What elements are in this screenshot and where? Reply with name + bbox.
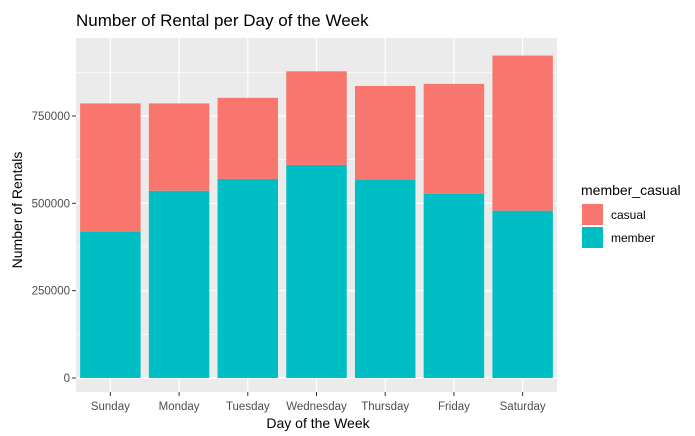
legend-key-member [582,227,603,248]
bar-member-monday [148,190,210,378]
bar-member-tuesday [217,178,279,378]
bar-casual-thursday [354,85,416,180]
y-tick-label: 0 [64,373,70,385]
legend-label-casual: casual [611,208,646,222]
x-axis: Sunday Monday Tuesday Wednesday Thursday Frid… [91,392,546,413]
y-tick-label: 500000 [32,198,70,210]
x-tick-label: Monday [159,401,200,413]
bar-member-wednesday [286,164,347,378]
x-tick-label: Sunday [91,401,130,413]
bar-member-friday [423,193,485,378]
bar-casual-wednesday [286,71,347,165]
legend: member_casual casual member [581,182,681,248]
bar-casual-friday [423,83,485,194]
bar-member-sunday [80,231,141,378]
bar-casual-sunday [80,103,141,232]
y-axis-title: Number of Rentals [9,152,25,269]
legend-label-member: member [611,231,655,245]
x-tick-label: Saturday [500,401,546,413]
legend-key-casual [582,204,603,225]
legend-title: member_casual [581,182,681,198]
bar-member-thursday [354,179,416,378]
bar-casual-saturday [492,55,553,211]
x-tick-label: Wednesday [286,401,347,413]
y-axis: 0 250000 500000 750000 [32,111,76,385]
x-tick-label: Friday [438,401,470,413]
chart-title: Number of Rental per Day of the Week [76,11,369,30]
x-axis-title: Day of the Week [266,415,370,431]
y-tick-label: 750000 [32,111,70,123]
plot-panel [76,38,557,392]
x-tick-label: Thursday [361,401,409,413]
y-tick-label: 250000 [32,286,70,298]
bar-member-saturday [492,210,553,378]
bar-casual-tuesday [217,97,279,179]
bar-casual-monday [148,103,210,191]
x-tick-label: Tuesday [226,401,270,413]
